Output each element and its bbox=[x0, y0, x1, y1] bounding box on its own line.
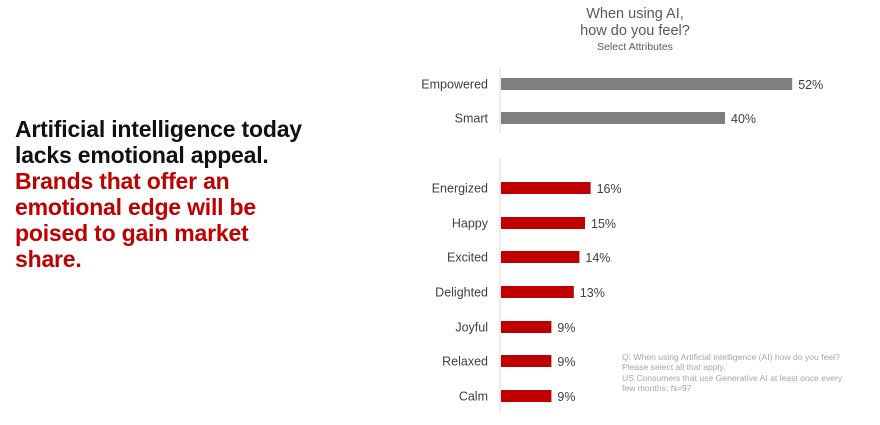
category-label: Empowered bbox=[421, 78, 488, 92]
data-label: 9% bbox=[557, 355, 575, 369]
bar bbox=[501, 286, 574, 298]
bar bbox=[501, 78, 793, 90]
headline-highlight-line: poised to gain market bbox=[15, 220, 249, 246]
headline-line: Artificial intelligence today bbox=[15, 116, 302, 142]
chart-subtitle: Select Attributes bbox=[597, 41, 673, 53]
footnote-line: Please select all that apply. bbox=[622, 362, 726, 373]
footnote: Q: When using Artificial intelligence (A… bbox=[622, 352, 872, 393]
chart-title-line-2: how do you feel? bbox=[580, 23, 690, 39]
headline-highlight-line: Brands that offer an bbox=[15, 168, 230, 194]
footnote-line: US Consumers that use Generative AI at l… bbox=[622, 372, 843, 383]
category-label: Relaxed bbox=[442, 355, 488, 369]
category-label: Delighted bbox=[435, 286, 488, 300]
footnote-line: Q: When using Artificial intelligence (A… bbox=[622, 352, 840, 362]
bar bbox=[501, 355, 552, 367]
bar bbox=[501, 321, 552, 333]
data-label: 9% bbox=[557, 390, 575, 404]
data-label: 13% bbox=[580, 286, 605, 300]
headline-highlight-line: emotional edge will be bbox=[15, 194, 256, 220]
bar bbox=[501, 390, 552, 402]
chart-title: When using AI, how do you feel? Select A… bbox=[540, 6, 730, 54]
category-label: Happy bbox=[452, 217, 489, 231]
bar bbox=[501, 112, 725, 124]
data-label: 52% bbox=[798, 78, 823, 92]
bar bbox=[501, 217, 585, 229]
bar bbox=[501, 251, 580, 263]
data-label: 15% bbox=[591, 217, 616, 231]
bar bbox=[501, 182, 591, 194]
category-label: Calm bbox=[459, 390, 488, 404]
category-label: Smart bbox=[455, 112, 489, 126]
data-label: 14% bbox=[585, 251, 610, 265]
data-label: 16% bbox=[597, 182, 622, 196]
headline-highlight-line: share. bbox=[15, 246, 82, 272]
chart-title-line-1: When using AI, bbox=[586, 6, 684, 22]
headline: Artificial intelligence today lacks emot… bbox=[15, 116, 345, 272]
data-label: 40% bbox=[731, 112, 756, 126]
category-label: Excited bbox=[447, 251, 488, 265]
headline-line: lacks emotional appeal. bbox=[15, 142, 269, 168]
category-label: Joyful bbox=[455, 321, 488, 335]
footnote-line: few months, N=97 bbox=[622, 382, 692, 393]
category-label: Energized bbox=[432, 182, 488, 196]
data-label: 9% bbox=[557, 321, 575, 335]
